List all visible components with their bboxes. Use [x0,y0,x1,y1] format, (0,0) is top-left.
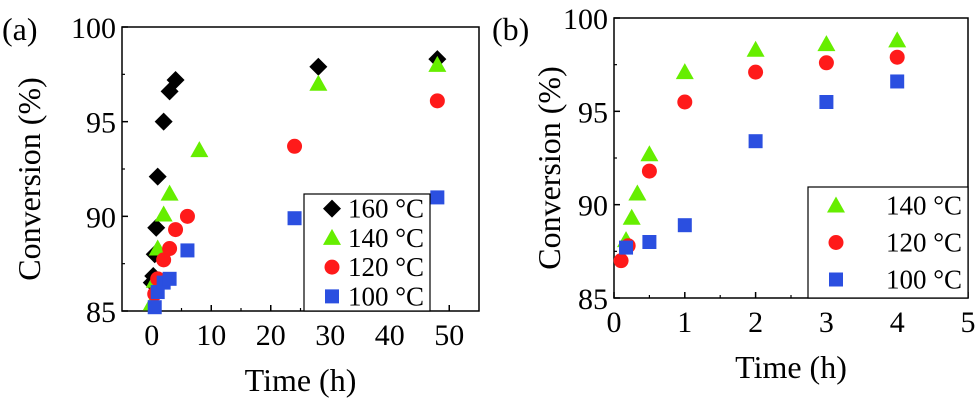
data-point [156,252,172,268]
legend-marker [323,228,341,245]
legend-marker [828,235,844,250]
y-tick-label: 85 [578,283,608,316]
x-tick-label: 4 [890,306,905,339]
data-point [147,300,162,315]
data-point [628,184,647,201]
y-tick-label: 100 [563,3,608,36]
x-tick-label: 1 [677,306,692,339]
data-point [190,141,209,158]
data-point [642,235,657,249]
data-point [147,218,166,237]
x-tick-label: 5 [961,306,976,339]
data-point [166,71,185,90]
legend-label: 100 °C [886,265,962,295]
x-tick-label: 30 [315,319,345,352]
panel-label: (a) [2,11,38,47]
x-tick-label: 3 [819,306,834,339]
panel-a: (a) 0 10 20 30 40 50 85 90 95 100 Time (h) Conversio… [2,11,480,398]
data-point [160,184,179,201]
data-point [309,74,328,91]
legend: 140 °C 120 °C 100 °C [807,186,969,299]
x-tick-label: 40 [375,319,405,352]
y-tick-label: 90 [86,201,116,234]
series-100C [147,190,445,315]
x-tick-label: 0 [144,319,159,352]
data-point [748,64,764,80]
data-point [428,55,447,72]
data-point [619,240,634,255]
data-point [179,208,195,224]
data-point [162,271,177,286]
data-point [819,95,834,109]
x-tick-label: 0 [607,306,622,339]
data-point [748,134,763,149]
data-point [746,40,765,57]
x-tick-label: 10 [196,319,226,352]
legend-marker [827,196,845,213]
data-point [888,31,907,48]
y-axis-title: Conversion (%) [531,66,567,270]
data-point [180,243,195,258]
data-point [640,145,659,162]
data-point [429,93,445,109]
legend-marker [323,199,341,218]
data-point [677,94,693,110]
data-point [148,167,167,186]
legend-label: 140 °C [886,191,962,221]
data-point [287,138,303,154]
data-point [168,222,184,238]
data-point [613,253,629,269]
data-point [641,163,657,179]
data-point [622,208,641,225]
data-point [154,205,173,222]
data-point [818,55,834,71]
legend-label: 100 °C [348,281,424,311]
data-point [287,211,302,226]
x-tick-label: 50 [434,319,464,352]
data-point [675,63,694,80]
panel-b: (b) 0 1 2 3 4 5 85 90 95 100 Time (h) Conversion (%)… [492,3,976,385]
y-tick-label: 85 [86,296,116,329]
y-tick-label: 95 [86,107,116,140]
data-point [677,218,692,233]
data-point [890,74,905,89]
panel-label: (b) [492,11,529,47]
series-100C [619,74,905,255]
legend-label: 120 °C [886,228,962,258]
data-point [309,57,328,76]
y-tick-label: 95 [578,96,608,129]
x-tick-label: 20 [256,319,286,352]
legend-label: 120 °C [348,252,424,282]
legend-marker [829,272,843,287]
data-point [162,241,178,257]
legend-marker [324,259,340,275]
x-tick-label: 2 [748,306,763,339]
legend-label: 140 °C [348,223,424,253]
x-axis-title: Time (h) [735,349,847,385]
legend-label: 160 °C [348,194,424,224]
y-tick-label: 90 [578,190,608,223]
data-point [817,35,836,52]
y-axis-title: Conversion (%) [11,77,47,281]
legend-marker [325,289,339,304]
data-point [889,49,905,65]
data-point [430,190,445,205]
x-axis-title: Time (h) [245,362,357,398]
data-point [148,239,167,256]
data-point [154,112,173,131]
y-tick-label: 100 [71,12,116,45]
